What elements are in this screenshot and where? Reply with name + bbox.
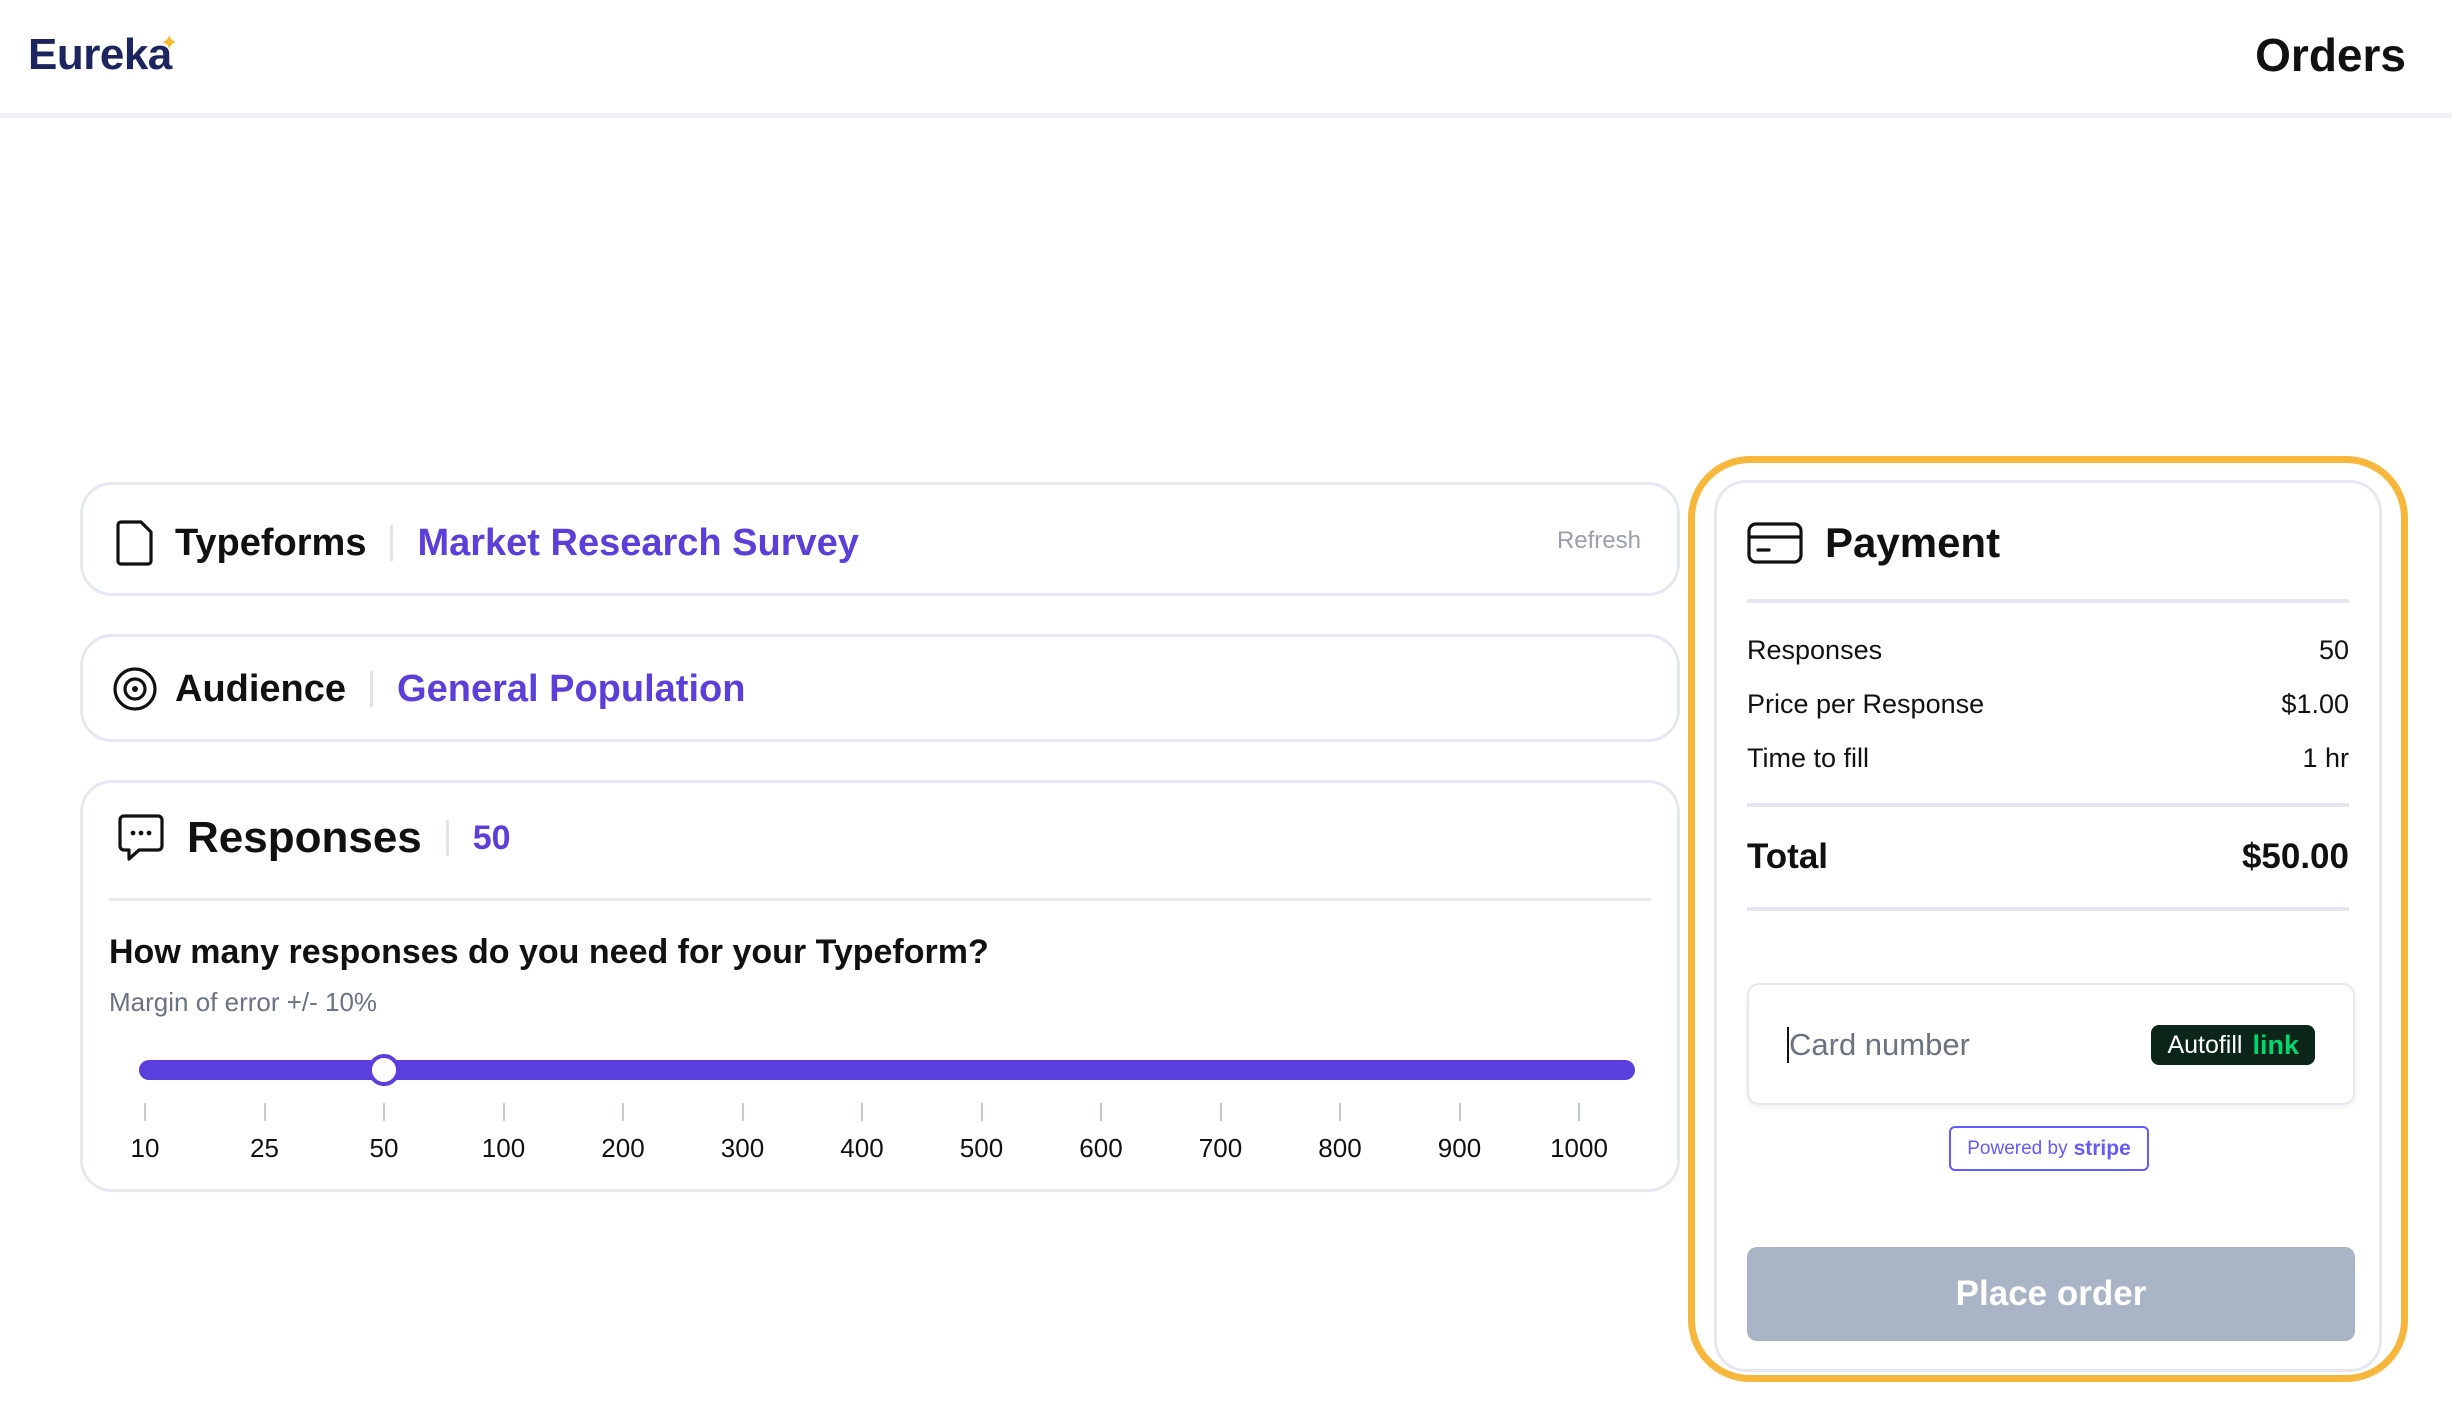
link-logo: link — [2252, 1029, 2299, 1060]
payment-title: Payment — [1825, 519, 2001, 566]
top-header: Eureka ✦ Orders — [0, 0, 2452, 118]
refresh-link[interactable]: Refresh — [1556, 527, 1641, 554]
divider — [109, 898, 1651, 901]
audience-selected[interactable]: General Population — [397, 667, 746, 710]
summary-row-time: Time to fill 1 hr — [1747, 743, 2349, 774]
slider-tick-label[interactable]: 300 — [720, 1133, 765, 1163]
place-order-button[interactable]: Place order — [1747, 1247, 2355, 1341]
audience-header: Audience General Population — [111, 665, 745, 713]
divider — [370, 671, 374, 707]
logo-spark-icon: ✦ — [160, 30, 179, 55]
responses-question: How many responses do you need for your … — [109, 933, 989, 971]
margin-of-error: Margin of error +/- 10% — [109, 987, 378, 1017]
typeforms-label: Typeforms — [175, 521, 367, 564]
divider — [1747, 599, 2349, 603]
stripe-logo: stripe — [2073, 1136, 2131, 1160]
slider-tick — [861, 1103, 863, 1121]
slider-tick-label[interactable]: 100 — [481, 1133, 526, 1163]
slider-tick — [741, 1103, 744, 1121]
audience-card[interactable]: Audience General Population — [80, 634, 1680, 742]
total-label: Total — [1747, 837, 1829, 876]
credit-card-icon — [1747, 522, 1803, 564]
responses-slider-thumb[interactable] — [368, 1054, 400, 1086]
slider-tick-label[interactable]: 800 — [1318, 1133, 1362, 1163]
slider-tick — [1100, 1103, 1102, 1121]
typeforms-card[interactable]: Typeforms Market Research Survey Refresh — [80, 482, 1680, 596]
summary-value: 1 hr — [2302, 743, 2349, 773]
slider-tick — [622, 1103, 624, 1121]
responses-count: 50 — [472, 818, 511, 857]
slider-tick — [502, 1103, 505, 1121]
slider-tick-label[interactable]: 400 — [840, 1133, 884, 1163]
slider-tick — [1578, 1103, 1580, 1121]
summary-row-price: Price per Response $1.00 — [1747, 689, 2349, 720]
autofill-link-button[interactable]: Autofill link — [2151, 1025, 2315, 1065]
payment-header: Payment — [1747, 519, 2000, 567]
slider-tick — [1219, 1103, 1222, 1121]
slider-tick-label[interactable]: 10 — [130, 1133, 160, 1163]
powered-by-text: Powered by — [1967, 1137, 2068, 1159]
document-icon — [115, 519, 155, 567]
slider-tick-label[interactable]: 50 — [369, 1133, 399, 1163]
divider — [1747, 907, 2349, 911]
card-number-field[interactable]: Card number Autofill link — [1747, 983, 2355, 1105]
total-row: Total $50.00 — [1747, 837, 2349, 877]
slider-tick — [980, 1103, 983, 1121]
autofill-label: Autofill — [2167, 1030, 2243, 1059]
slider-tick — [1458, 1103, 1461, 1121]
slider-tick-label[interactable]: 500 — [959, 1133, 1004, 1163]
target-icon — [111, 665, 159, 713]
slider-tick — [263, 1103, 266, 1121]
slider-tick — [1339, 1103, 1341, 1121]
slider-tick-label[interactable]: 600 — [1079, 1133, 1123, 1163]
summary-label: Time to fill — [1747, 743, 1870, 773]
typeform-selected[interactable]: Market Research Survey — [417, 521, 859, 564]
text-caret — [1787, 1027, 1789, 1063]
slider-tick-label[interactable]: 1000 — [1550, 1133, 1608, 1163]
slider-tick-label[interactable]: 900 — [1437, 1133, 1482, 1163]
divider — [390, 525, 394, 561]
summary-value: $1.00 — [2281, 689, 2349, 719]
slider-tick-label[interactable]: 25 — [250, 1133, 279, 1163]
eureka-logo[interactable]: Eureka — [28, 30, 172, 79]
slider-tick — [383, 1103, 385, 1121]
responses-card: Responses 50 How many responses do you n… — [80, 780, 1680, 1192]
summary-value: 50 — [2318, 635, 2349, 665]
summary-row-responses: Responses 50 — [1747, 635, 2349, 666]
payment-highlight — [1688, 456, 2408, 1382]
summary-label: Price per Response — [1747, 689, 1985, 719]
slider-tick — [144, 1103, 146, 1121]
chat-bubble-icon — [117, 813, 165, 863]
responses-header: Responses 50 — [117, 813, 511, 863]
responses-label: Responses — [187, 813, 422, 862]
slider-tick-label[interactable]: 700 — [1198, 1133, 1243, 1163]
summary-label: Responses — [1747, 635, 1883, 665]
page-title: Orders — [2255, 29, 2406, 81]
audience-label: Audience — [175, 667, 347, 710]
typeforms-header: Typeforms Market Research Survey — [115, 519, 859, 567]
divider — [1747, 803, 2349, 807]
payment-card: Payment Responses 50 Price per Response … — [1714, 480, 2382, 1372]
responses-slider-track[interactable] — [139, 1060, 1635, 1080]
card-number-placeholder: Card number — [1789, 1027, 1970, 1062]
slider-tick-label[interactable]: 200 — [601, 1133, 645, 1163]
total-value: $50.00 — [2241, 837, 2349, 876]
powered-by-stripe-badge[interactable]: Powered by stripe — [1949, 1126, 2149, 1171]
divider — [445, 820, 449, 856]
